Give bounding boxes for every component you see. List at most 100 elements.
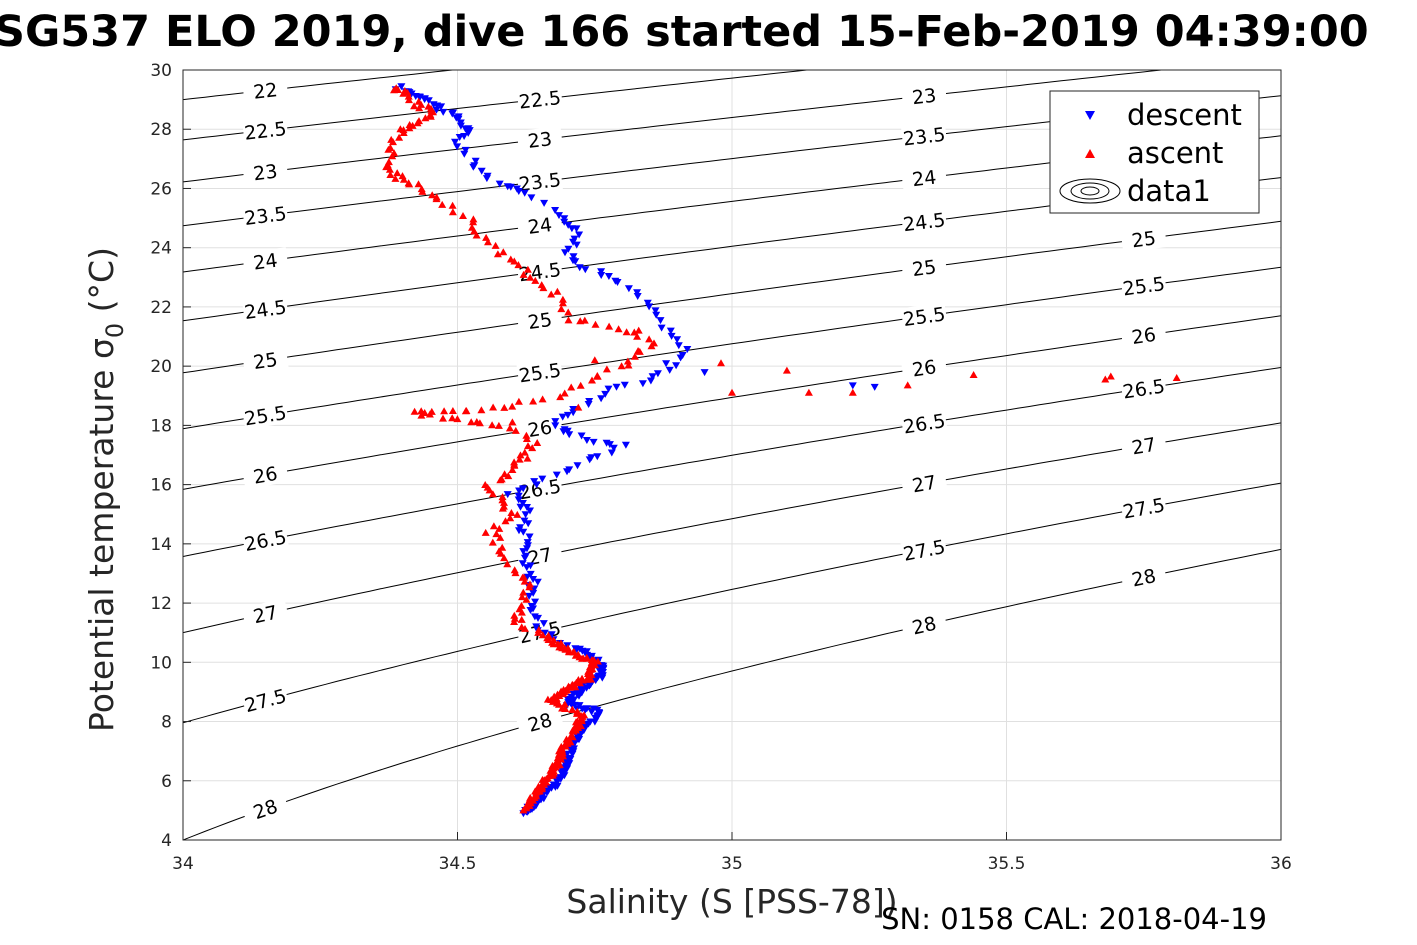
ascent-point [481, 528, 490, 536]
ascent-point [547, 290, 556, 298]
descent-point [520, 517, 529, 525]
legend: descent ascent data1 [1049, 90, 1260, 214]
contour-label-bg [900, 534, 948, 566]
contour-label: 22 [252, 79, 278, 104]
contour-label-bg [242, 295, 289, 324]
descent-point [471, 157, 480, 165]
contour-line [183, 70, 812, 141]
contour-label: 27 [910, 472, 938, 498]
ascent-point [384, 145, 393, 153]
ascent-point [432, 195, 441, 203]
descent-point [432, 106, 441, 114]
contour-label: 24 [527, 214, 554, 239]
contour-label-bg [241, 346, 289, 375]
descent-point [522, 564, 531, 572]
contour-label-bg [1120, 271, 1168, 300]
contour-label-bg [241, 598, 290, 630]
ascent-point [440, 407, 449, 415]
y-tick-label: 30 [150, 61, 172, 81]
contour-label-bg [900, 302, 948, 331]
descent-point [420, 95, 429, 103]
ascent-point [467, 418, 476, 426]
ascent-point [515, 455, 524, 463]
ascent-point [556, 393, 565, 401]
ascent-point [572, 709, 581, 717]
ascent-point [522, 595, 531, 603]
descent-point [577, 432, 586, 440]
contour-label: 23 [911, 85, 937, 110]
ascent-point [647, 342, 656, 350]
ascent-point [496, 549, 505, 557]
ascent-point [630, 328, 639, 336]
ascent-point [557, 305, 566, 313]
contour-label-bg [1120, 374, 1168, 403]
ascent-point [405, 124, 414, 132]
descent-point [519, 548, 528, 556]
ascent-point [513, 510, 522, 518]
contour-line [183, 70, 1166, 183]
ascent-point [489, 403, 498, 411]
ascent-point [385, 165, 394, 173]
ascent-point [575, 679, 584, 687]
legend-box [1049, 90, 1260, 214]
ascent-point [568, 706, 577, 713]
descent-point [523, 545, 531, 553]
ascent-point [510, 257, 519, 265]
ascent-point [389, 138, 397, 146]
ascent-point [410, 407, 419, 415]
descent-point [569, 253, 578, 261]
ascent-point [510, 611, 519, 619]
contour-label-bg [241, 683, 290, 717]
y-tick-label: 6 [161, 772, 172, 792]
ascent-point [405, 121, 414, 128]
descent-point [565, 754, 574, 762]
ascent-point [485, 486, 494, 494]
ascent-point [496, 533, 505, 541]
descent-point [653, 370, 662, 378]
descent-point [527, 194, 536, 202]
descent-point [612, 383, 621, 391]
contour-label: 27 [251, 602, 279, 629]
contour-label-bg [900, 468, 948, 499]
ascent-point [505, 424, 514, 432]
ascent-point [521, 624, 529, 632]
descent-point [520, 554, 529, 562]
descent-point [464, 129, 473, 137]
ascent-point [553, 287, 562, 295]
descent-point [518, 560, 527, 568]
ascent-point [469, 218, 478, 226]
ascent-point [591, 320, 600, 328]
x-tick-label: 35.5 [988, 854, 1026, 874]
descent-point [538, 475, 547, 483]
contour-label-bg [516, 474, 564, 504]
y-tick-label: 14 [150, 535, 172, 555]
ascent-point [523, 454, 532, 462]
descent-point [673, 336, 682, 344]
descent-point [571, 258, 580, 266]
ascent-point [498, 504, 507, 512]
descent-point [683, 346, 692, 353]
contour-label: 26 [1130, 324, 1157, 349]
contour-label: 26 [911, 356, 938, 381]
contour-label: 24 [911, 167, 938, 192]
ascent-point [593, 372, 602, 380]
ascent-point [516, 451, 525, 459]
descent-point [525, 592, 534, 600]
ascent-point [394, 86, 402, 93]
descent-point [540, 199, 549, 207]
descent-point [469, 163, 478, 171]
contour-label-bg [515, 705, 564, 739]
ascent-point [520, 577, 529, 585]
descent-point [597, 268, 606, 276]
y-tick-label: 16 [150, 476, 172, 496]
ascent-point [489, 522, 498, 530]
descent-point [620, 381, 629, 389]
descent-point [652, 311, 661, 319]
ascent-point [622, 328, 631, 336]
descent-point [584, 401, 593, 408]
contour-label-bg [516, 85, 563, 113]
ascent-point [511, 426, 520, 434]
ascent-point [388, 152, 397, 160]
descent-point [519, 485, 528, 493]
